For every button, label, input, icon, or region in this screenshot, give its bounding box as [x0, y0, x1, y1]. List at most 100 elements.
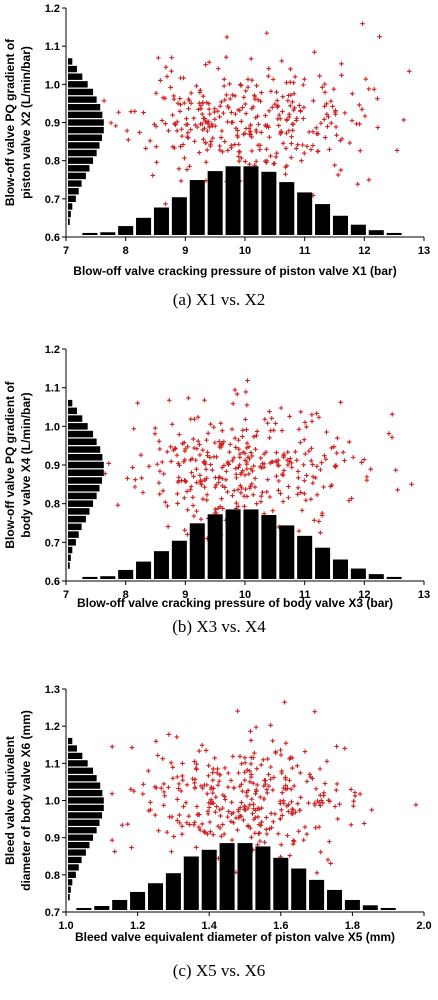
scatter-point: [188, 100, 194, 106]
scatter-point: [210, 770, 215, 775]
scatter-point: [272, 101, 278, 107]
scatter-point: [309, 446, 314, 451]
scatter-point: [213, 809, 218, 815]
scatter-point: [220, 822, 225, 827]
scatter-point: [172, 121, 177, 127]
scatter-point: [235, 504, 241, 509]
scatter-point: [187, 822, 193, 827]
scatter-point: [186, 106, 191, 112]
scatter-point: [190, 776, 195, 782]
scatter-point: [197, 442, 202, 447]
scatter-point: [361, 457, 367, 462]
scatter-point: [327, 839, 332, 844]
scatter-point: [169, 849, 174, 854]
scatter-point: [239, 119, 244, 124]
scatter-point: [132, 484, 138, 490]
scatter-point: [194, 845, 199, 850]
scatter-point: [202, 125, 207, 131]
scatter-point: [284, 457, 290, 463]
scatter-point: [326, 114, 331, 120]
scatter-point: [166, 785, 171, 790]
y-histogram-bar: [68, 515, 86, 523]
scatter-point: [237, 108, 243, 113]
scatter-point: [320, 800, 326, 806]
scatter-point: [154, 461, 160, 467]
scatter-point: [200, 93, 206, 99]
scatter-point: [178, 75, 183, 81]
scatter-point: [242, 504, 247, 509]
x-histogram-bar: [100, 232, 116, 235]
scatter-point: [125, 821, 131, 827]
scatter-point: [270, 508, 276, 514]
y-histogram: [68, 399, 104, 569]
scatter-point: [329, 445, 334, 451]
scatter-point: [199, 111, 205, 117]
scatter-point: [243, 807, 248, 813]
scatter-point: [210, 766, 216, 772]
chart-panel-c: 1.0 1.2 1.4 1.6 1.8 2.0 0.7 0.8 0.9 1.0 1.1 1.2 1.3 B…: [0, 660, 438, 990]
x-histogram-bar: [171, 540, 187, 579]
scatter-point: [192, 139, 197, 144]
scatter-point: [339, 73, 344, 78]
scatter-point: [337, 801, 342, 807]
x-histogram-bar: [165, 873, 181, 910]
scatter-point: [168, 85, 173, 90]
caption-b: (b) X3 vs. X4: [172, 617, 266, 636]
scatter-point: [184, 167, 190, 172]
scatter-point: [191, 474, 196, 479]
y-histogram-bar: [68, 539, 76, 546]
scatter-point: [285, 98, 291, 103]
scatter-point: [314, 464, 320, 469]
scatter-point: [298, 409, 304, 415]
scatter-point: [243, 101, 248, 107]
scatter-point: [280, 790, 285, 795]
scatter-point: [298, 440, 303, 445]
scatter-point: [219, 834, 224, 839]
x-histogram-bar: [136, 561, 152, 579]
scatter-point: [274, 98, 280, 103]
scatter-point: [170, 776, 176, 781]
scatter-point: [129, 845, 134, 850]
x-histogram-bar: [112, 899, 128, 910]
scatter-point: [221, 110, 226, 116]
scatter-point: [298, 795, 304, 800]
scatter-point: [161, 781, 167, 787]
scatter-point: [276, 123, 282, 128]
scatter-point: [218, 135, 224, 140]
scatter-point: [247, 131, 252, 137]
scatter-point: [258, 130, 264, 135]
y-tick-label: 0.6: [45, 576, 60, 588]
y-tick-label: 0.7: [45, 194, 60, 206]
scatter-point: [251, 806, 257, 811]
scatter-point: [338, 399, 343, 405]
scatter-point: [202, 830, 208, 835]
scatter-point: [275, 104, 280, 110]
x-histogram-bar: [368, 574, 384, 579]
x-histogram: [82, 166, 402, 235]
scatter-point: [231, 455, 237, 461]
scatter-point: [261, 796, 267, 802]
scatter-point: [208, 462, 213, 467]
scatter-point: [184, 820, 190, 826]
scatter-point: [210, 832, 216, 837]
scatter-point: [283, 776, 288, 782]
y-histogram-bar: [68, 484, 100, 492]
scatter-point: [225, 489, 230, 495]
scatter-point: [229, 426, 235, 432]
y-histogram-bar: [68, 165, 90, 172]
scatter-point: [333, 124, 339, 130]
scatter-point: [203, 159, 209, 165]
scatter-point: [213, 794, 219, 800]
y-histogram-bar: [68, 886, 71, 893]
scatter-point: [263, 449, 269, 455]
scatter-point: [194, 761, 199, 767]
scatter-point: [170, 765, 176, 770]
scatter-point: [212, 123, 218, 129]
scatter-point: [185, 444, 190, 449]
scatter-point: [193, 765, 199, 771]
scatter-point: [254, 501, 259, 506]
scatter-point: [279, 770, 285, 776]
scatter-point: [129, 745, 135, 750]
scatter-point: [225, 148, 231, 153]
scatter-point: [318, 120, 324, 126]
